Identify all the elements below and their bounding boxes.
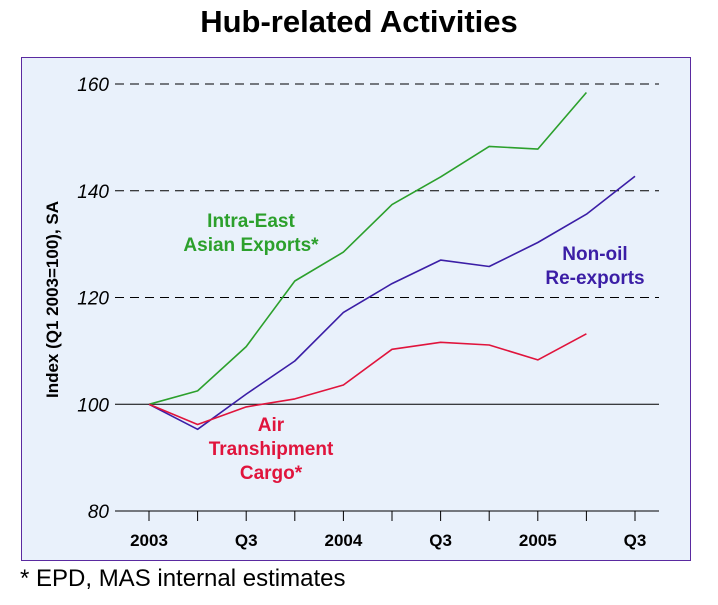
y-tick-label: 160	[77, 75, 109, 96]
annotation-air-transhipment-cargo: Air Transhipment Cargo*	[196, 414, 346, 486]
x-tick-label: 2005	[519, 531, 557, 550]
plot-frame	[21, 57, 691, 561]
x-tick-label: Q3	[429, 531, 452, 550]
annotation-air-line-2: Transhipment	[208, 439, 334, 460]
annotation-air-line-1: Air	[257, 415, 285, 436]
annotation-intra-east-asian-exports: Intra-East Asian Exports*	[176, 210, 326, 258]
y-tick-label: 120	[77, 289, 109, 310]
annotation-nonoil-line-1: Non-oil	[562, 244, 628, 265]
x-tick-label: Q3	[624, 531, 647, 550]
y-axis-label: Index (Q1 2003=100), SA	[43, 201, 62, 398]
x-tick-label: 2004	[324, 531, 362, 550]
chart-title: Hub-related Activities	[200, 4, 518, 39]
annotation-intra-line-1: Intra-East	[207, 211, 295, 232]
annotation-intra-line-2: Asian Exports*	[183, 235, 319, 256]
series-line-0	[148, 91, 588, 406]
y-tick-label: 140	[77, 182, 109, 203]
y-tick-label: 80	[88, 502, 110, 523]
series-line-1	[148, 175, 636, 431]
series-line-2	[148, 333, 587, 426]
annotation-air-line-3: Cargo*	[239, 463, 303, 484]
annotation-non-oil-re-exports: Non-oil Re-exports	[520, 243, 670, 291]
footnote: * EPD, MAS internal estimates	[20, 565, 346, 592]
x-tick-label: Q3	[235, 531, 258, 550]
y-tick-label: 100	[77, 395, 109, 416]
x-tick-label: 2003	[130, 531, 168, 550]
annotation-nonoil-line-2: Re-exports	[545, 268, 645, 289]
